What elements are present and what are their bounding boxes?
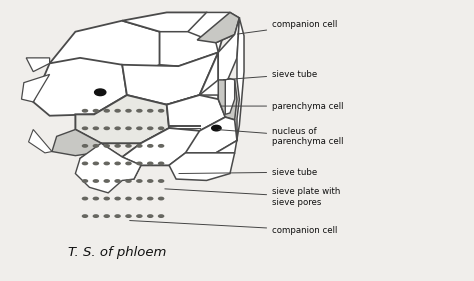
Text: nucleus of
parenchyma cell: nucleus of parenchyma cell bbox=[219, 127, 344, 146]
Circle shape bbox=[136, 109, 143, 113]
Polygon shape bbox=[218, 80, 237, 120]
Circle shape bbox=[158, 162, 164, 165]
Polygon shape bbox=[75, 95, 169, 143]
Polygon shape bbox=[21, 74, 50, 102]
Circle shape bbox=[92, 126, 99, 130]
Circle shape bbox=[212, 125, 221, 131]
Circle shape bbox=[92, 197, 99, 200]
Circle shape bbox=[82, 197, 88, 200]
Polygon shape bbox=[188, 12, 239, 43]
Polygon shape bbox=[122, 128, 200, 165]
Circle shape bbox=[82, 214, 88, 218]
Circle shape bbox=[147, 109, 154, 113]
Circle shape bbox=[82, 144, 88, 148]
Circle shape bbox=[82, 126, 88, 130]
Circle shape bbox=[92, 179, 99, 183]
Circle shape bbox=[136, 214, 143, 218]
Circle shape bbox=[125, 179, 132, 183]
Polygon shape bbox=[200, 18, 239, 95]
Circle shape bbox=[158, 109, 164, 113]
Polygon shape bbox=[167, 52, 225, 131]
Circle shape bbox=[103, 162, 110, 165]
Circle shape bbox=[103, 109, 110, 113]
Polygon shape bbox=[169, 153, 235, 180]
Circle shape bbox=[114, 179, 121, 183]
Circle shape bbox=[158, 179, 164, 183]
Circle shape bbox=[158, 214, 164, 218]
Circle shape bbox=[114, 197, 121, 200]
Polygon shape bbox=[75, 143, 141, 193]
Circle shape bbox=[147, 162, 154, 165]
Circle shape bbox=[114, 162, 121, 165]
Polygon shape bbox=[122, 52, 218, 105]
Polygon shape bbox=[197, 12, 239, 43]
Circle shape bbox=[92, 214, 99, 218]
Circle shape bbox=[158, 144, 164, 148]
Polygon shape bbox=[225, 78, 235, 114]
Polygon shape bbox=[52, 130, 101, 156]
Text: sieve tube: sieve tube bbox=[179, 168, 318, 177]
Circle shape bbox=[92, 109, 99, 113]
Circle shape bbox=[114, 144, 121, 148]
Circle shape bbox=[103, 126, 110, 130]
Polygon shape bbox=[216, 18, 244, 153]
Polygon shape bbox=[160, 32, 218, 66]
Polygon shape bbox=[80, 143, 141, 180]
Polygon shape bbox=[33, 58, 127, 116]
Polygon shape bbox=[167, 95, 225, 131]
Circle shape bbox=[125, 214, 132, 218]
Circle shape bbox=[147, 197, 154, 200]
Circle shape bbox=[136, 144, 143, 148]
Polygon shape bbox=[28, 130, 52, 153]
Circle shape bbox=[103, 197, 110, 200]
Circle shape bbox=[92, 162, 99, 165]
Circle shape bbox=[82, 109, 88, 113]
Text: T. S. of phloem: T. S. of phloem bbox=[68, 246, 167, 259]
Polygon shape bbox=[122, 128, 185, 165]
Circle shape bbox=[125, 162, 132, 165]
Circle shape bbox=[125, 197, 132, 200]
Circle shape bbox=[147, 214, 154, 218]
Circle shape bbox=[136, 197, 143, 200]
Polygon shape bbox=[122, 12, 228, 66]
Polygon shape bbox=[169, 117, 237, 153]
Circle shape bbox=[147, 126, 154, 130]
Polygon shape bbox=[26, 58, 50, 72]
Circle shape bbox=[114, 214, 121, 218]
Polygon shape bbox=[50, 21, 160, 81]
Text: companion cell: companion cell bbox=[130, 221, 337, 235]
Circle shape bbox=[136, 162, 143, 165]
Circle shape bbox=[147, 179, 154, 183]
Circle shape bbox=[103, 179, 110, 183]
Circle shape bbox=[125, 109, 132, 113]
Circle shape bbox=[114, 109, 121, 113]
Circle shape bbox=[82, 179, 88, 183]
Circle shape bbox=[114, 126, 121, 130]
Circle shape bbox=[136, 179, 143, 183]
Circle shape bbox=[147, 144, 154, 148]
Circle shape bbox=[125, 126, 132, 130]
Text: parenchyma cell: parenchyma cell bbox=[221, 101, 344, 110]
Circle shape bbox=[158, 126, 164, 130]
Text: sieve tube: sieve tube bbox=[223, 70, 318, 80]
Circle shape bbox=[103, 214, 110, 218]
Circle shape bbox=[92, 144, 99, 148]
Text: sieve plate with
sieve pores: sieve plate with sieve pores bbox=[165, 187, 340, 207]
Circle shape bbox=[136, 126, 143, 130]
Text: companion cell: companion cell bbox=[237, 20, 337, 34]
Circle shape bbox=[158, 197, 164, 200]
Circle shape bbox=[95, 89, 106, 96]
Circle shape bbox=[82, 162, 88, 165]
Circle shape bbox=[125, 144, 132, 148]
Circle shape bbox=[103, 144, 110, 148]
